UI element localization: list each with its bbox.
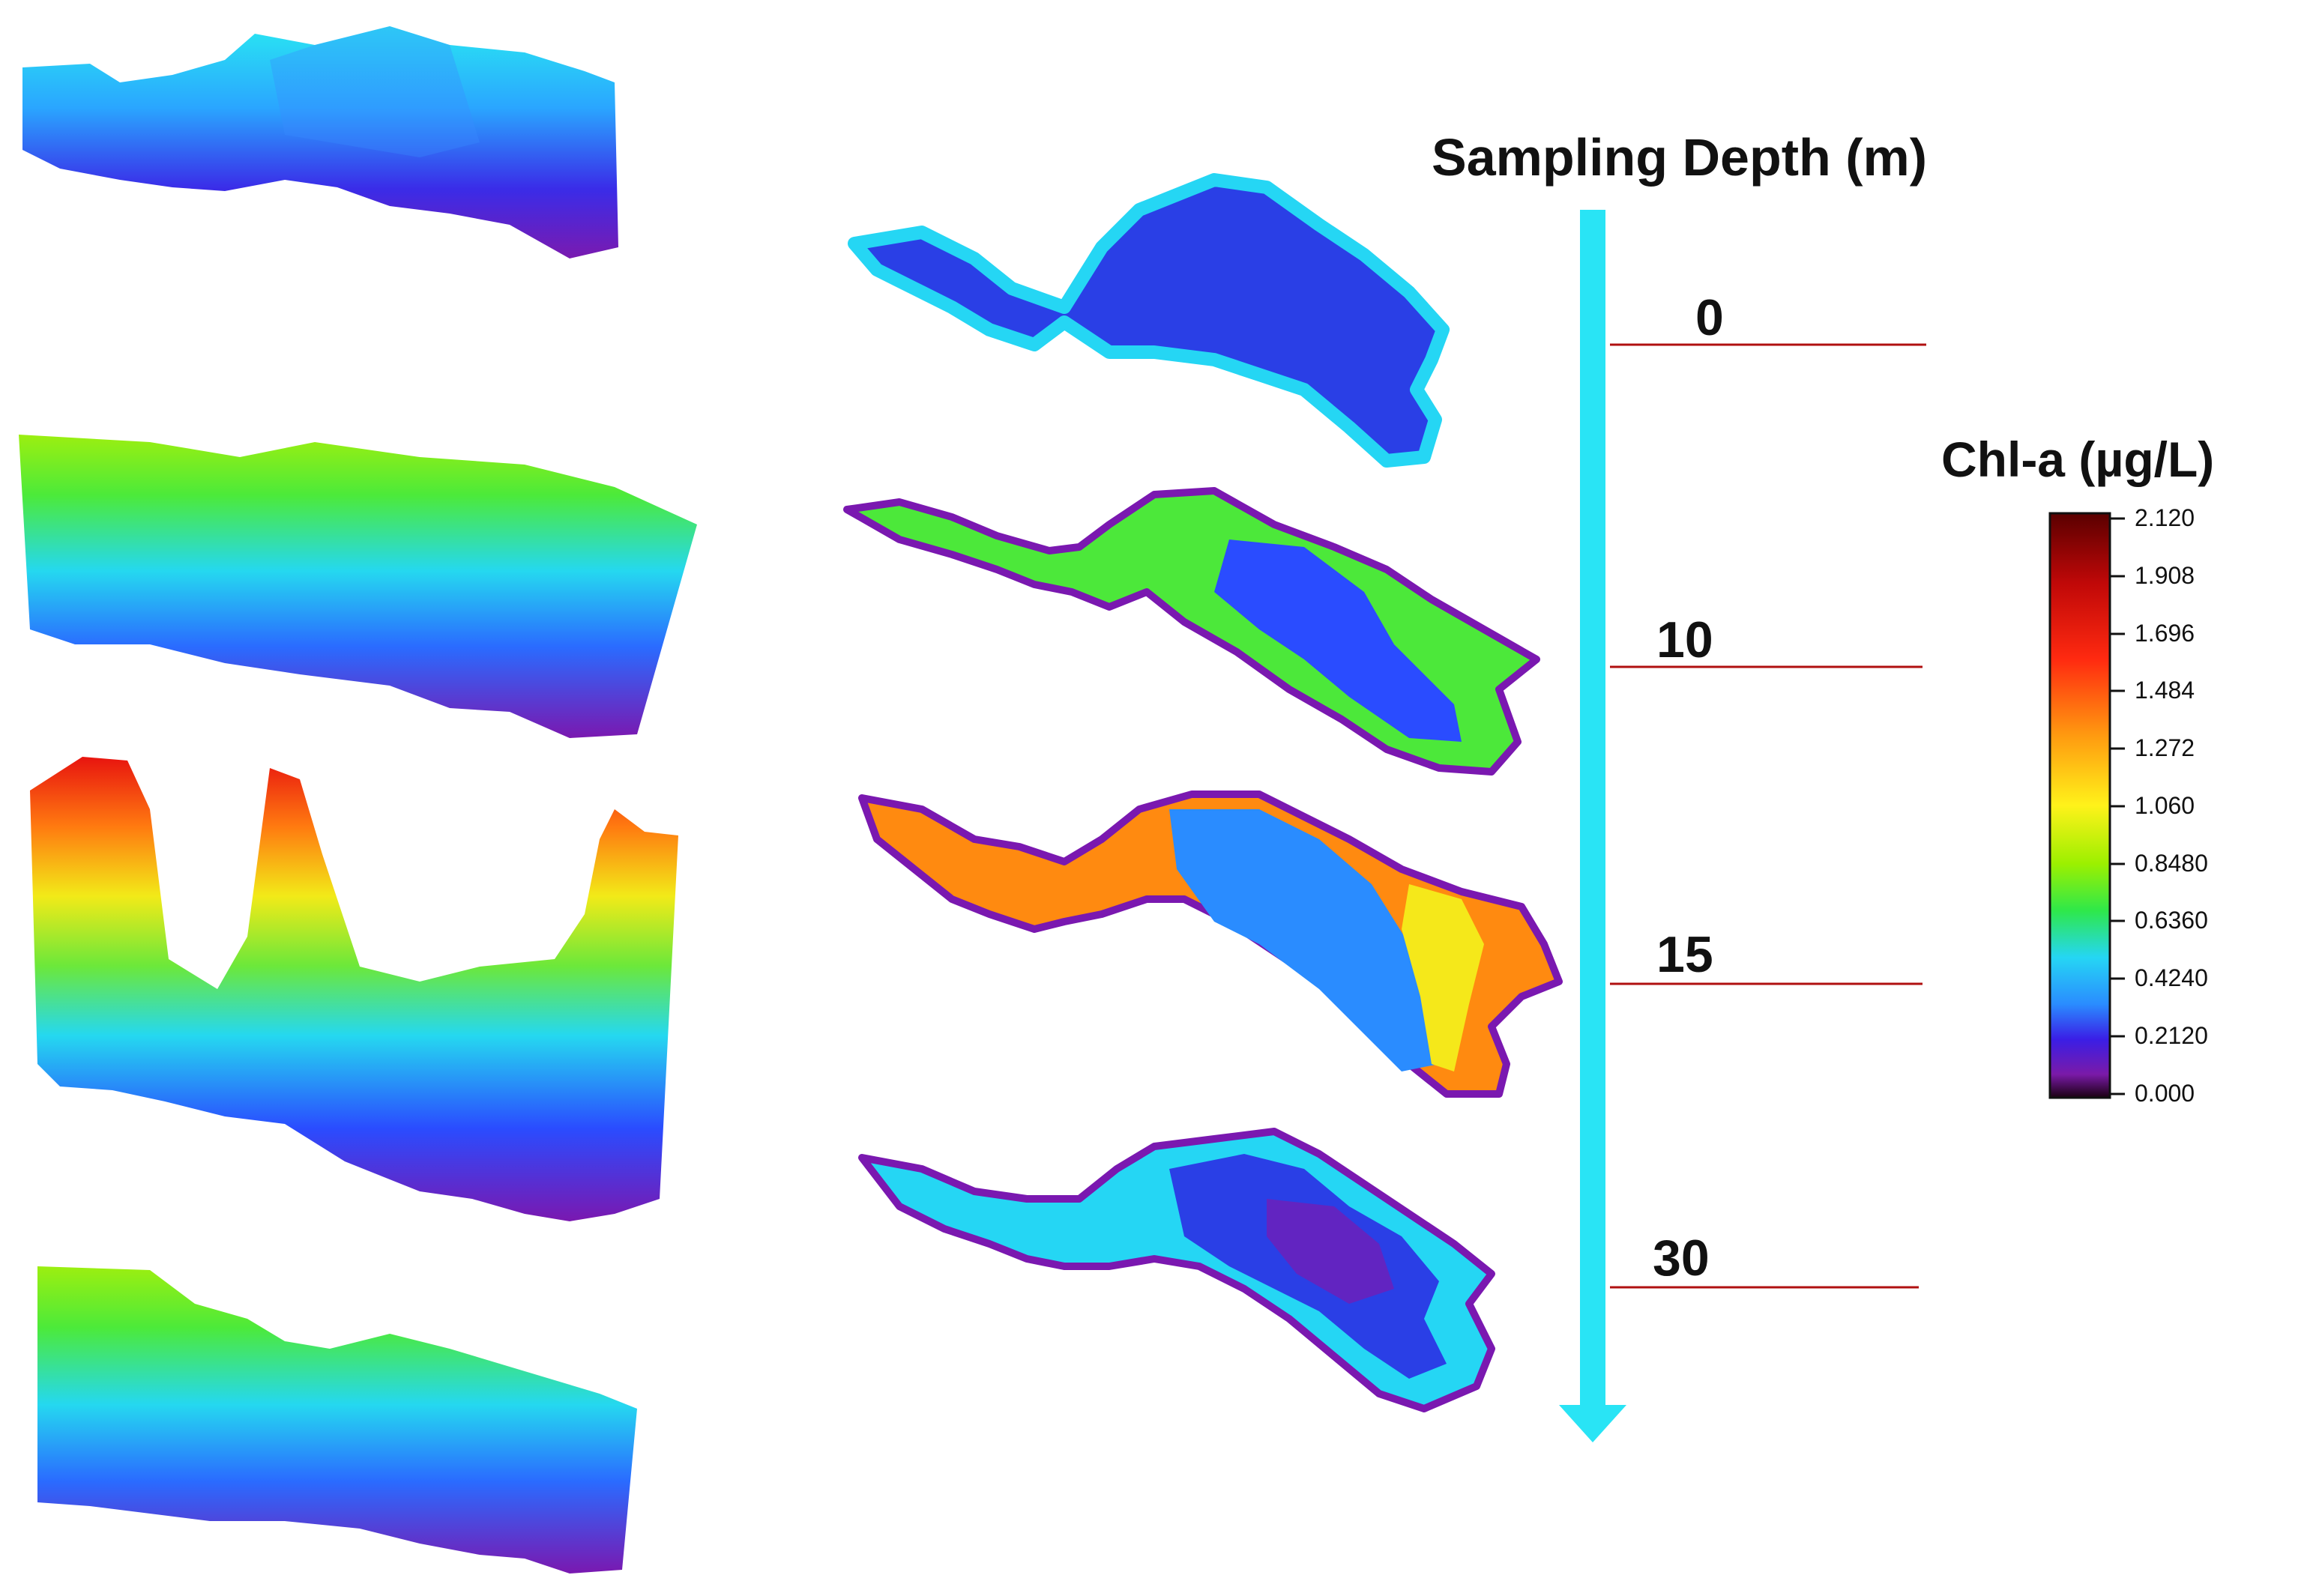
plan-layer-10m	[843, 487, 1540, 776]
colorbar-tick-label: 0.8480	[2135, 850, 2208, 877]
colorbar	[2048, 512, 2125, 1099]
colorbar-tick-label: 0.4240	[2135, 964, 2208, 991]
plan-layer-15m	[858, 791, 1563, 1098]
profile-section-30m	[37, 1266, 637, 1574]
depth-label-30: 30	[1653, 1230, 1710, 1287]
profile-section-10m	[19, 435, 697, 738]
depth-label-0: 0	[1695, 289, 1724, 346]
colorbar-tick-marks	[2110, 517, 2125, 1095]
colorbar-tick-label: 0.2120	[2135, 1022, 2208, 1049]
colorbar-tick-label: 1.484	[2135, 677, 2195, 704]
colorbar-tick-label: 1.908	[2135, 562, 2195, 589]
colorbar-tick-label: 1.060	[2135, 792, 2195, 819]
colorbar-tick-label: 2.120	[2135, 504, 2195, 531]
depth-axis-title: Sampling Depth (m)	[1432, 128, 1928, 187]
depth-label-10: 10	[1656, 611, 1713, 668]
colorbar-tick-label: 0.6360	[2135, 907, 2208, 934]
colorbar-tick-label: 0.000	[2135, 1080, 2195, 1107]
depth-arrow	[1559, 210, 1626, 1442]
profile-section-0m	[22, 26, 618, 259]
colorbar-tick-label: 1.696	[2135, 620, 2195, 647]
plan-layer-0m	[848, 173, 1450, 468]
depth-label-15: 15	[1656, 926, 1713, 983]
profile-section-15m	[30, 757, 678, 1221]
colorbar-tick-label: 1.272	[2135, 734, 2195, 761]
plan-layer-30m	[858, 1128, 1495, 1412]
legend-title: Chl-a (µg/L)	[1941, 432, 2215, 487]
